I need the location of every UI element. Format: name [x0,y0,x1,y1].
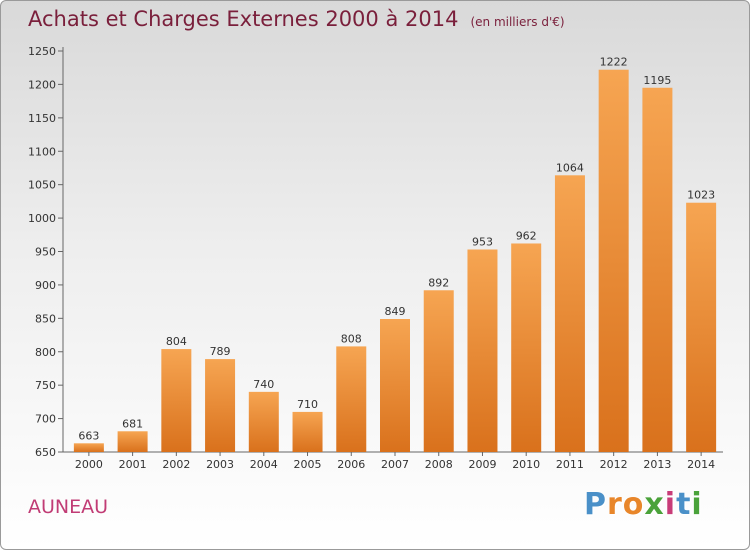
chart-title-block: Achats et Charges Externes 2000 à 2014 (e… [28,7,565,31]
x-tick-label: 2011 [556,458,584,471]
x-tick-label: 2013 [643,458,671,471]
y-tick-label: 1000 [28,212,56,225]
bar-value-label: 849 [385,305,406,318]
proxiti-logo: Proxiti [584,487,703,522]
logo-letter: x [644,487,665,522]
x-tick-label: 2014 [687,458,715,471]
y-tick-label: 1250 [28,45,56,58]
bar-2001 [117,431,148,452]
x-tick-label: 2005 [294,458,322,471]
bar-value-label: 663 [78,429,99,442]
bar-2014 [686,202,717,452]
logo-letter: o [622,487,645,522]
x-tick-label: 2010 [512,458,540,471]
y-tick-label: 1150 [28,112,56,125]
bar-value-label: 892 [428,276,449,289]
logo-letter: r [607,487,623,522]
x-tick-label: 2012 [600,458,628,471]
y-tick-label: 1050 [28,179,56,192]
logo-letter: t [676,487,692,522]
bar-2007 [380,319,410,452]
bar-2005 [292,411,323,452]
logo-letter: i [691,487,703,522]
x-tick-label: 2006 [337,458,365,471]
y-tick-label: 1200 [28,78,56,91]
y-tick-label: 1100 [28,145,56,158]
logo-letter: i [664,487,677,522]
bar-value-label: 740 [253,378,274,391]
logo-letter: P [584,487,607,522]
town-name: AUNEAU [28,496,109,518]
bar-value-label: 1195 [643,74,671,87]
bar-2011 [554,175,585,452]
x-tick-label: 2004 [250,458,278,471]
bar-2010 [511,243,542,452]
bar-2003 [205,359,236,452]
y-tick-label: 650 [35,446,56,459]
y-tick-label: 850 [35,312,56,325]
y-tick-label: 750 [35,379,56,392]
bar-value-label: 1222 [600,56,628,69]
bar-2004 [248,391,279,452]
x-tick-label: 2000 [75,458,103,471]
bar-value-label: 789 [210,345,231,358]
bar-2000 [73,443,104,452]
bar-value-label: 1023 [687,189,715,202]
bar-2006 [336,346,367,452]
bar-2002 [161,349,192,452]
bar-value-label: 804 [166,335,187,348]
bar-value-label: 962 [516,229,537,242]
bar-2009 [467,249,498,452]
y-tick-label: 800 [35,346,56,359]
bar-value-label: 1064 [556,161,584,174]
chart-title: Achats et Charges Externes 2000 à 2014 [28,7,459,31]
x-tick-label: 2007 [381,458,409,471]
bar-value-label: 681 [122,417,143,430]
x-tick-label: 2008 [425,458,453,471]
bar-value-label: 953 [472,235,493,248]
x-tick-label: 2003 [206,458,234,471]
x-tick-label: 2002 [162,458,190,471]
y-tick-label: 700 [35,413,56,426]
bar-value-label: 808 [341,332,362,345]
y-tick-label: 950 [35,246,56,259]
y-tick-label: 900 [35,279,56,292]
x-tick-label: 2009 [468,458,496,471]
bar-2008 [423,290,454,452]
bar-2012 [598,69,629,453]
bars [73,69,717,453]
chart-subtitle: (en milliers d'€) [470,15,565,29]
bar-2013 [642,87,673,452]
bar-value-label: 710 [297,398,318,411]
labels: 663 2000 681 2001 804 2002 789 2003 740 2004 710 20… [75,56,715,471]
x-tick-label: 2001 [119,458,147,471]
axes: 650 700 750 800 850 900 950 1000 1050 1100 1150 120… [28,45,723,459]
